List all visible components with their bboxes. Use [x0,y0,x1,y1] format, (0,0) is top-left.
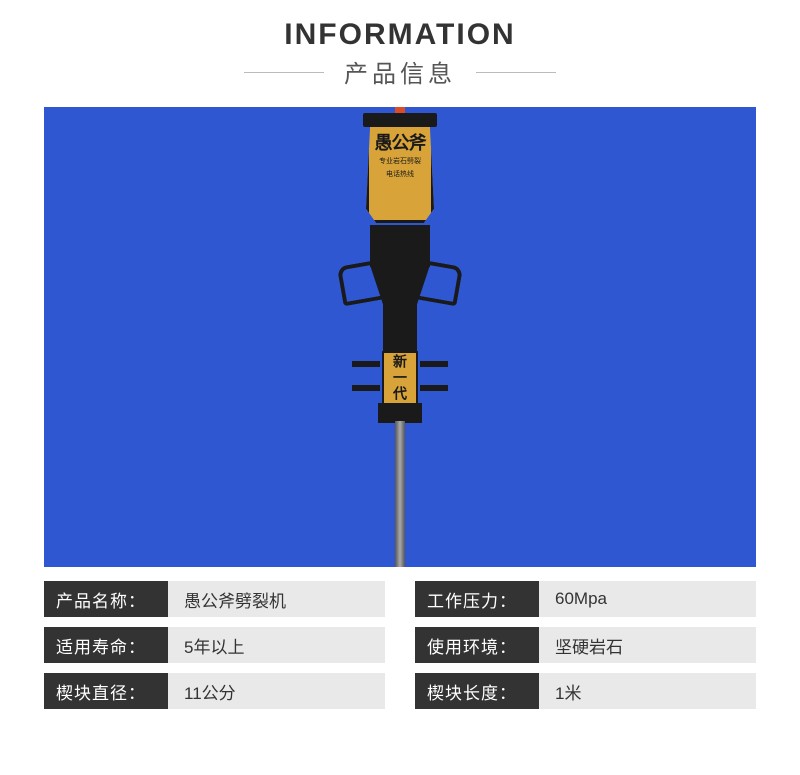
specs-col-right: 工作压力： 60Mpa 使用环境： 坚硬岩石 楔块长度： 1米 [415,581,756,709]
spec-value: 60Mpa [539,581,756,617]
product-image-area: 愚公斧 专业岩石劈裂 电话热线 新一代 [44,107,756,567]
brand-sub1: 专业岩石劈裂 [379,157,421,166]
header-title-en: INFORMATION [0,18,800,52]
device-bottom-block [378,403,422,423]
header: INFORMATION 产品信息 [0,0,800,89]
generation-plate: 新一代 [382,351,418,405]
spec-label: 适用寿命： [44,627,168,663]
spec-row: 工作压力： 60Mpa [415,581,756,617]
bar-lower-left [352,385,380,391]
device-mid-block [370,225,430,267]
brand-sub2: 电话热线 [386,170,414,179]
device-top-cap [363,113,437,127]
spec-row: 产品名称： 愚公斧劈裂机 [44,581,385,617]
divider-right [476,72,556,73]
header-title-cn: 产品信息 [344,54,456,89]
spec-label: 楔块长度： [415,673,539,709]
divider-left [244,72,324,73]
spec-row: 使用环境： 坚硬岩石 [415,627,756,663]
spec-value: 愚公斧劈裂机 [168,581,385,617]
specs-table: 产品名称： 愚公斧劈裂机 适用寿命： 5年以上 楔块直径： 11公分 工作压力：… [44,581,756,709]
spec-value: 11公分 [168,673,385,709]
bar-lower-right [420,385,448,391]
spec-value: 坚硬岩石 [539,627,756,663]
spec-label: 使用环境： [415,627,539,663]
handle-left [337,260,385,307]
device-narrow [383,303,417,353]
spec-value: 1米 [539,673,756,709]
device-rod [395,421,405,567]
spec-value: 5年以上 [168,627,385,663]
device-brand-plate: 愚公斧 专业岩石劈裂 电话热线 [366,127,434,223]
spec-label: 产品名称： [44,581,168,617]
product-device: 愚公斧 专业岩石劈裂 电话热线 新一代 [330,107,470,567]
spec-label: 楔块直径： [44,673,168,709]
spec-row: 适用寿命： 5年以上 [44,627,385,663]
handle-right [415,260,463,307]
spec-label: 工作压力： [415,581,539,617]
header-title-cn-text: 产品信息 [344,61,456,88]
spec-row: 楔块直径： 11公分 [44,673,385,709]
spec-row: 楔块长度： 1米 [415,673,756,709]
specs-col-left: 产品名称： 愚公斧劈裂机 适用寿命： 5年以上 楔块直径： 11公分 [44,581,385,709]
brand-text: 愚公斧 [375,133,426,153]
